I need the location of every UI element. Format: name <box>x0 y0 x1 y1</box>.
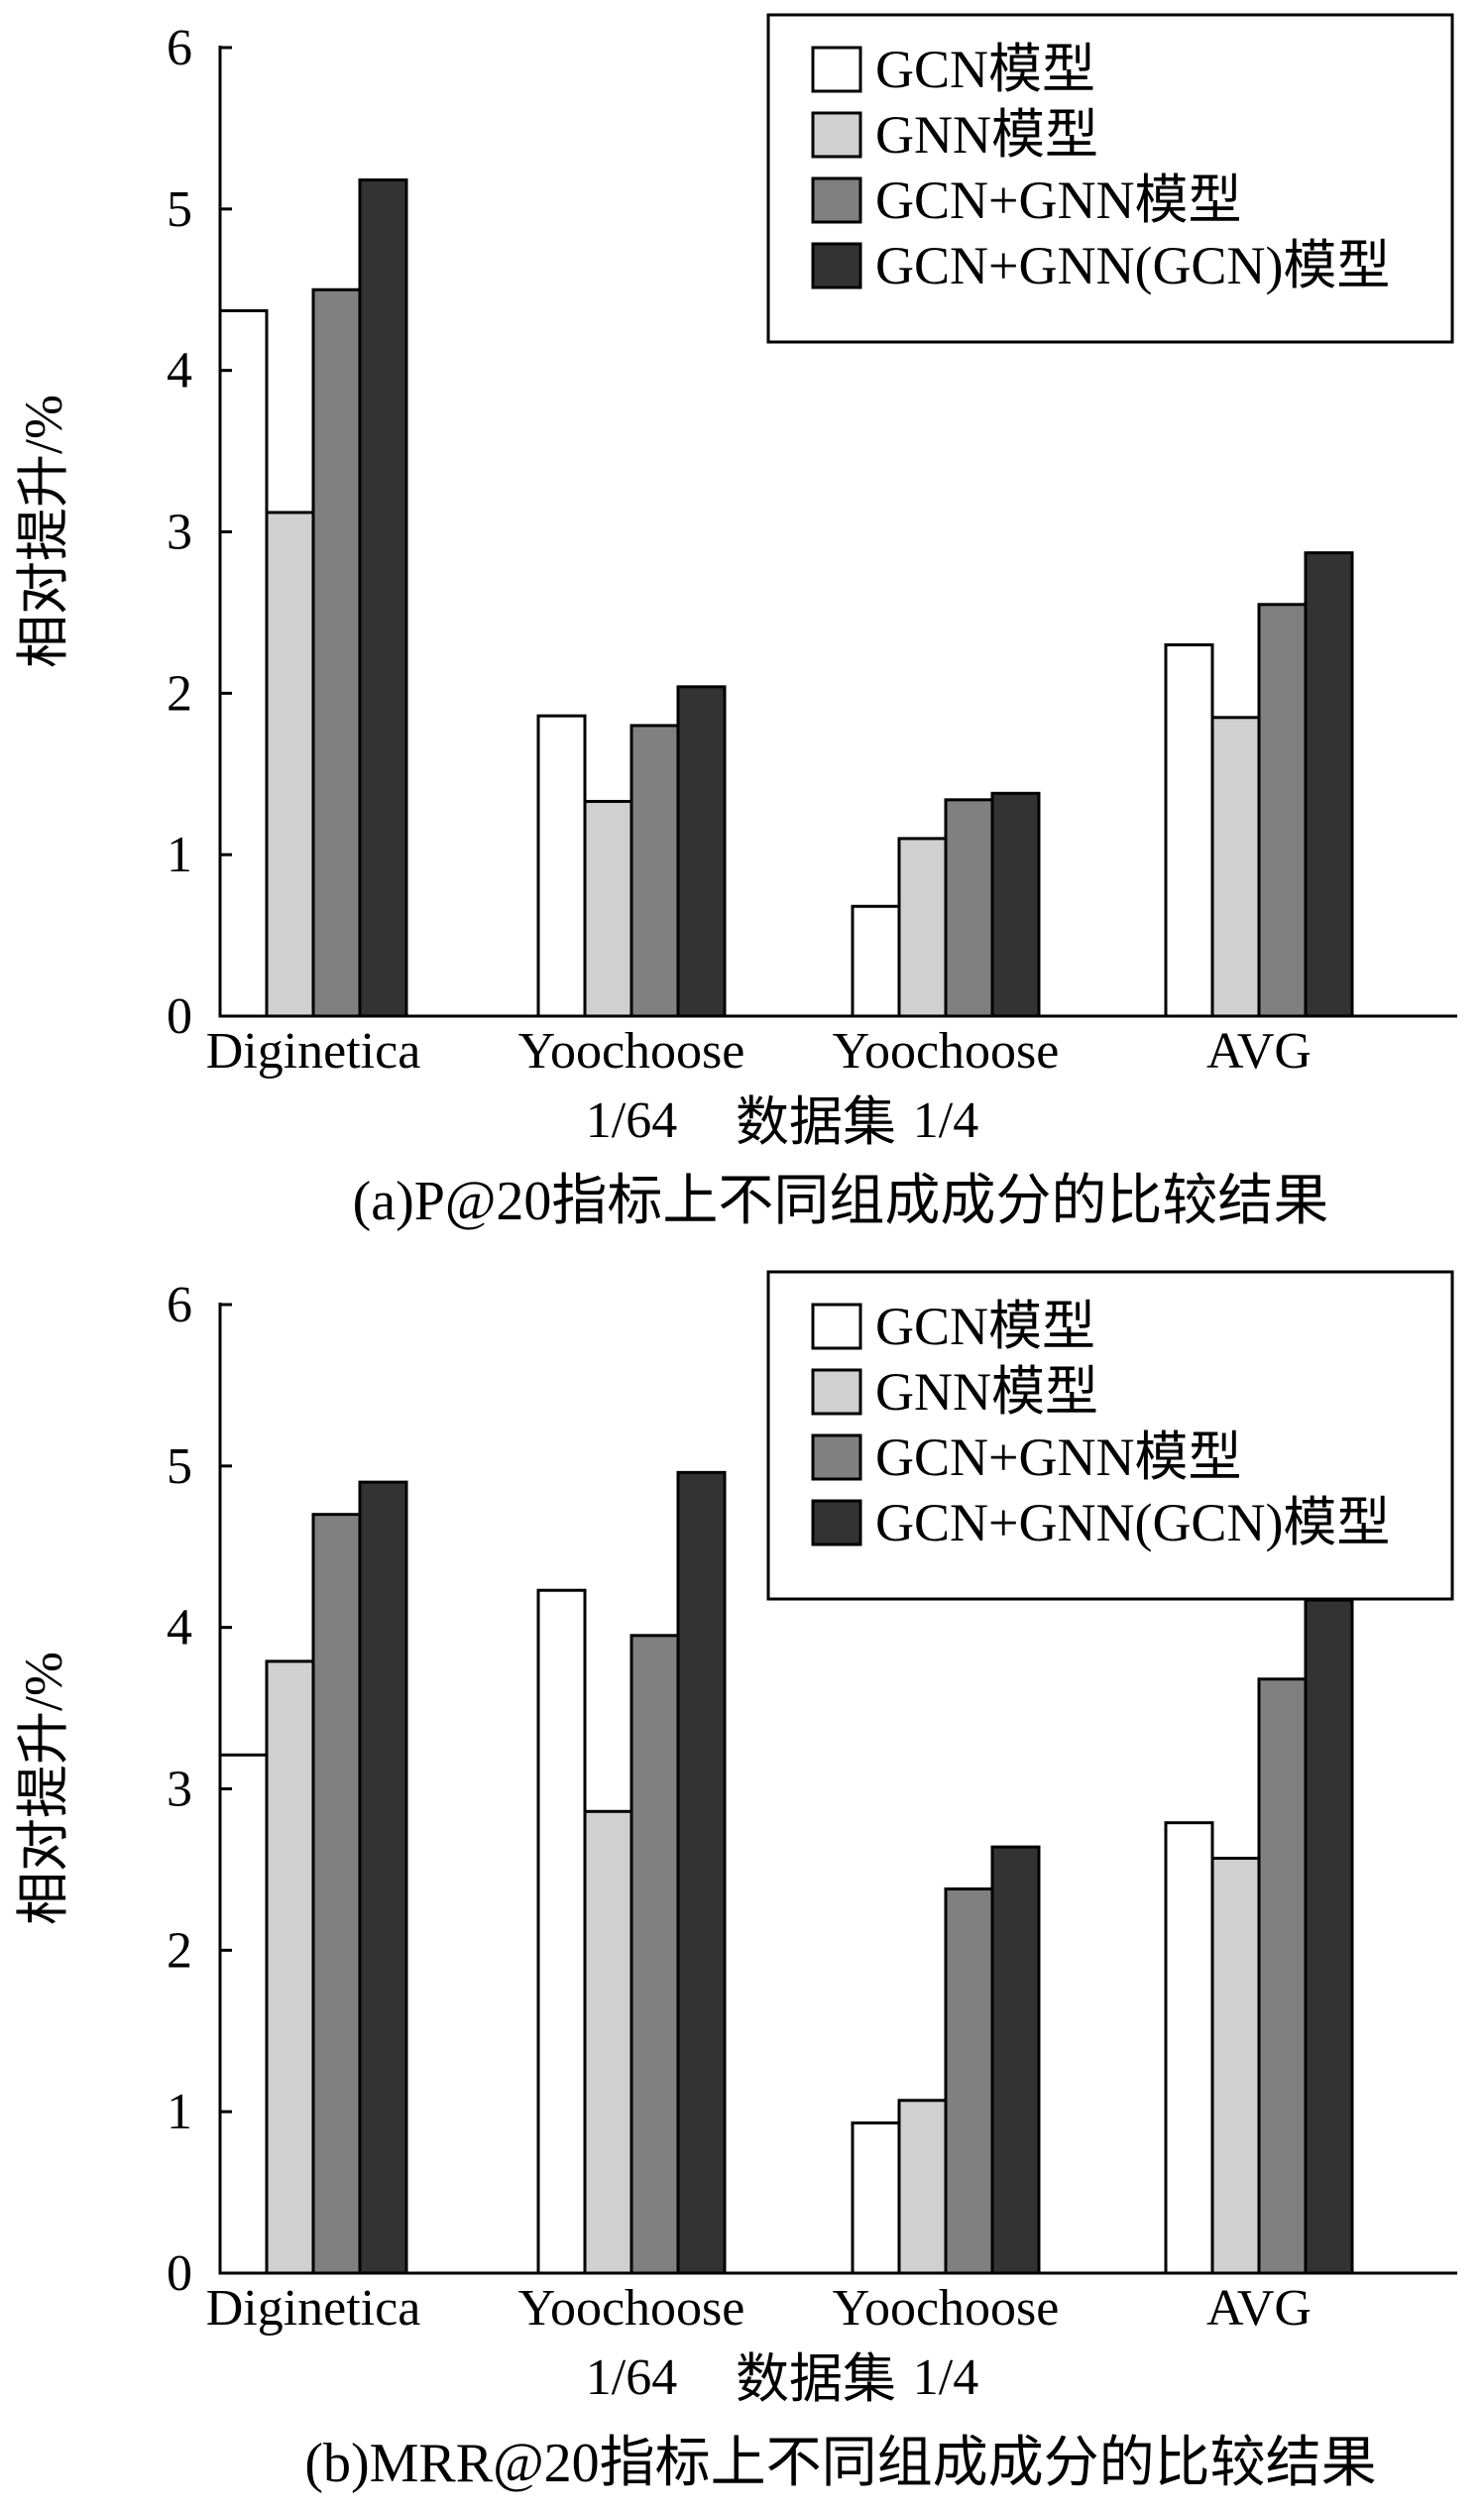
legend-label: GCN+GNN模型 <box>875 171 1241 230</box>
legend-swatch <box>811 111 862 159</box>
y-tick-label: 5 <box>167 181 192 238</box>
y-tick-label: 0 <box>167 2245 192 2302</box>
legend-swatch <box>811 1368 862 1416</box>
y-tick-label: 3 <box>167 505 192 561</box>
x-axis-label: 数据集 <box>736 1092 896 1152</box>
bar-1-s0-c1 <box>536 1588 587 2275</box>
x-tick-label: Yoochoose <box>518 2280 745 2337</box>
y-tick-label: 6 <box>167 1277 192 1333</box>
bar-0-s2-c2 <box>944 798 994 1018</box>
chart-caption: (b)MRR@20指标上不同组成成分的比较结果 <box>304 2433 1376 2494</box>
y-tick-label: 2 <box>167 1922 192 1979</box>
legend-label: GCN+GNN(GCN)模型 <box>875 1493 1390 1552</box>
bar-1-s0-c2 <box>851 2121 901 2275</box>
x-tick-label: 1/64 <box>586 2349 677 2406</box>
bar-0-s0-c3 <box>1164 642 1214 1018</box>
y-tick-label: 3 <box>167 1762 192 1818</box>
bar-1-s2-c1 <box>629 1634 680 2275</box>
y-tick-label: 6 <box>167 20 192 76</box>
x-tick-label: Yoochoose <box>518 1023 745 1080</box>
bar-0-s3-c1 <box>676 685 727 1018</box>
bar-0-s3-c2 <box>990 791 1041 1018</box>
bar-1-s2-c0 <box>311 1513 362 2275</box>
y-tick-label: 0 <box>167 988 192 1045</box>
y-tick-label: 2 <box>167 665 192 722</box>
bar-0-s0-c2 <box>851 904 901 1018</box>
x-tick-label: 1/4 <box>913 2349 978 2406</box>
bar-1-s2-c3 <box>1257 1677 1308 2275</box>
bar-0-s3-c3 <box>1304 551 1354 1018</box>
bar-1-s1-c1 <box>583 1809 633 2275</box>
bar-1-s0-c3 <box>1164 1821 1214 2275</box>
legend-label: GCN+GNN(GCN)模型 <box>875 236 1390 295</box>
y-tick-label: 4 <box>167 343 192 400</box>
legend-label: GCN+GNN模型 <box>875 1428 1241 1487</box>
legend-label: GNN模型 <box>875 1362 1098 1422</box>
y-tick-label: 5 <box>167 1438 192 1495</box>
legend-label: GCN模型 <box>875 1297 1095 1356</box>
chart-caption: (a)P@20指标上不同组成成分的比较结果 <box>353 1171 1329 1232</box>
y-tick-label: 1 <box>167 2084 192 2140</box>
chart-b: 0 1 2 3 4 5 6 Diginetica Yoochoose 1/64 Yoochoose 1… <box>0 1257 1484 2514</box>
bar-1-s1-c0 <box>265 1659 315 2275</box>
y-axis-label: 相对提升/% <box>14 1652 73 1925</box>
legend-swatch <box>811 1303 862 1350</box>
bar-0-s1-c2 <box>897 837 948 1018</box>
legend-box <box>766 1270 1454 1601</box>
legend-swatch <box>811 1499 862 1546</box>
bar-1-s3-c0 <box>358 1480 408 2275</box>
x-tick-label: AVG <box>1206 1023 1312 1080</box>
x-tick-label: 1/64 <box>586 1092 677 1149</box>
bar-0-s1-c1 <box>583 799 633 1018</box>
bar-1-s2-c2 <box>944 1886 994 2275</box>
x-axis-label: 数据集 <box>736 2349 896 2409</box>
y-axis-label: 相对提升/% <box>14 395 73 668</box>
bar-0-s0-c0 <box>218 308 269 1018</box>
legend-swatch <box>811 242 862 289</box>
bar-0-s1-c0 <box>265 511 315 1018</box>
bar-0-s0-c1 <box>536 714 587 1018</box>
legend-swatch <box>811 176 862 224</box>
x-tick-label: Diginetica <box>206 1023 421 1080</box>
chart-b-svg: 0 1 2 3 4 5 6 Diginetica Yoochoose 1/64 Yoochoose 1… <box>14 1270 1457 2494</box>
x-tick-label: Yoochoose <box>833 2280 1060 2337</box>
bar-0-s2-c1 <box>629 724 680 1018</box>
bar-1-s1-c3 <box>1210 1857 1261 2275</box>
bar-0-s2-c0 <box>311 287 362 1018</box>
x-tick-label: Diginetica <box>206 2280 421 2337</box>
bar-1-s1-c2 <box>897 2099 948 2275</box>
bar-0-s2-c3 <box>1257 603 1308 1018</box>
bar-1-s3-c3 <box>1304 1598 1354 2275</box>
bar-0-s1-c3 <box>1210 716 1261 1018</box>
legend-swatch <box>811 1433 862 1481</box>
y-tick-label: 1 <box>167 827 192 883</box>
bar-1-s3-c1 <box>676 1470 727 2275</box>
legend-box <box>766 13 1454 344</box>
bar-1-s0-c0 <box>218 1753 269 2275</box>
chart-a-svg: 0 1 2 3 4 5 6 Diginetica Yoochoose 1/64 Yoochoose 1… <box>14 13 1457 1232</box>
x-tick-label: Yoochoose <box>833 1023 1060 1080</box>
x-tick-label: 1/4 <box>913 1092 978 1149</box>
legend-label: GNN模型 <box>875 105 1098 165</box>
bar-1-s3-c2 <box>990 1845 1041 2275</box>
legend-swatch <box>811 46 862 93</box>
y-tick-label: 4 <box>167 1600 192 1657</box>
legend-label: GCN模型 <box>875 40 1095 99</box>
bar-0-s3-c0 <box>358 178 408 1018</box>
x-tick-label: AVG <box>1206 2280 1312 2337</box>
chart-a: 0 1 2 3 4 5 6 Diginetica Yoochoose 1/64 Yoochoose 1… <box>14 13 1457 1232</box>
